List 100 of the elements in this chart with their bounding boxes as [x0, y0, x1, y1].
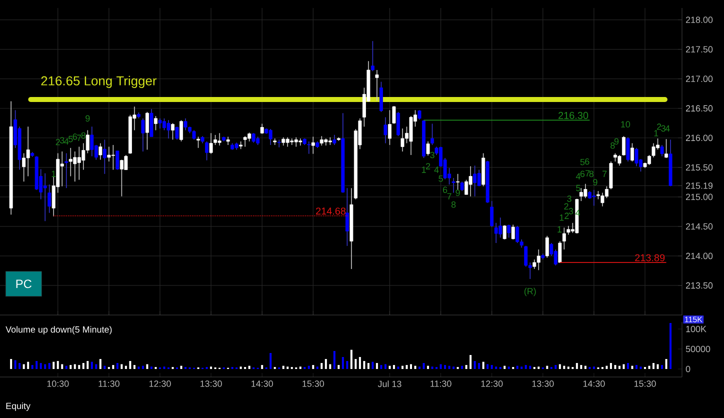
bar [392, 365, 395, 369]
annotation: 2 [657, 124, 662, 130]
annotation: 3 [568, 208, 574, 214]
candlestick [68, 148, 72, 177]
annotation: 9 [86, 115, 90, 122]
annotation: 3 [567, 196, 572, 202]
bar [546, 366, 548, 369]
x-tick-label: 15:30 [302, 380, 324, 387]
text: Equity [6, 402, 30, 411]
bar [82, 363, 84, 369]
y-tick-label: 215.00 [686, 194, 713, 200]
bar [610, 363, 612, 369]
candlestick [218, 132, 222, 146]
candlestick [116, 150, 120, 170]
bar [414, 366, 416, 369]
bar [282, 366, 284, 369]
ref-line-label: 216.65 Long Trigger [41, 76, 157, 88]
annotation: 2 [56, 138, 60, 146]
bar [48, 363, 50, 369]
annotation: 1 [560, 214, 564, 221]
candlestick [384, 116, 388, 144]
y-tick-label: 100K [686, 326, 706, 332]
x-tick-label: 11:30 [98, 380, 120, 387]
candlestick [494, 222, 498, 244]
candlestick [102, 139, 106, 174]
bar [490, 365, 493, 369]
y-tick-label: 215.50 [686, 164, 713, 171]
candlestick [370, 40, 374, 72]
annotation: 7 [602, 170, 607, 177]
candlestick [524, 246, 528, 267]
x-tick-label: 14:30 [252, 380, 273, 387]
candlestick [400, 128, 404, 152]
candlestick [277, 139, 281, 148]
bar [367, 363, 370, 369]
bar [631, 366, 634, 369]
bar [112, 365, 114, 369]
bar [652, 363, 655, 369]
annotation: 2 [564, 203, 568, 210]
annotation: 3 [430, 152, 434, 158]
annotation: 7 [77, 134, 82, 141]
bar [70, 365, 72, 369]
bar [427, 366, 430, 369]
candlestick [184, 118, 188, 131]
annotation: 4 [665, 125, 670, 132]
annotation: 1 [654, 130, 658, 136]
bar [474, 361, 476, 369]
bar [372, 362, 374, 369]
bar [406, 365, 408, 369]
candlestick [558, 240, 562, 264]
candlestick [626, 136, 630, 162]
chart-title: Volume up down(5 Minute) [6, 326, 112, 334]
bar [27, 362, 30, 369]
bar [329, 364, 332, 369]
annotation: 1 [422, 166, 426, 173]
candlestick [507, 224, 511, 238]
candlestick [516, 225, 520, 244]
bar [90, 362, 93, 369]
bar [52, 362, 55, 369]
annotation: 5 [68, 136, 73, 142]
bar [661, 365, 664, 369]
candlestick [502, 224, 506, 240]
candlestick [107, 146, 111, 162]
candlestick [622, 136, 626, 156]
bar [380, 365, 382, 369]
series-label: 213.89 [635, 254, 665, 262]
bar [350, 350, 352, 369]
candlestick [511, 224, 515, 240]
bar [465, 365, 468, 369]
bar [516, 366, 518, 369]
bar [670, 323, 672, 369]
candlestick [545, 235, 549, 258]
candlestick [180, 120, 183, 142]
candlestick [64, 152, 68, 188]
candlestick [396, 112, 400, 137]
bar [482, 362, 484, 369]
bar [124, 366, 127, 369]
bar [504, 366, 506, 369]
bar [648, 366, 650, 369]
candlestick [660, 144, 664, 157]
bar [401, 366, 404, 369]
bar [44, 364, 46, 369]
bar [363, 361, 366, 369]
candlestick [98, 142, 102, 160]
annotation: 5 [580, 158, 585, 166]
candlestick [426, 141, 430, 156]
bar [529, 366, 532, 369]
candlestick [214, 134, 218, 146]
candlestick [205, 141, 209, 161]
candlestick [286, 136, 290, 148]
y-tick-label: 50000 [686, 346, 710, 352]
candlestick [375, 70, 379, 102]
bar [440, 364, 442, 369]
bar [22, 364, 25, 369]
candlestick [345, 188, 349, 246]
candlestick [452, 178, 456, 194]
bar [116, 363, 118, 369]
bar [31, 365, 34, 369]
bar [133, 365, 136, 369]
bar [129, 361, 132, 369]
bar [95, 364, 98, 369]
